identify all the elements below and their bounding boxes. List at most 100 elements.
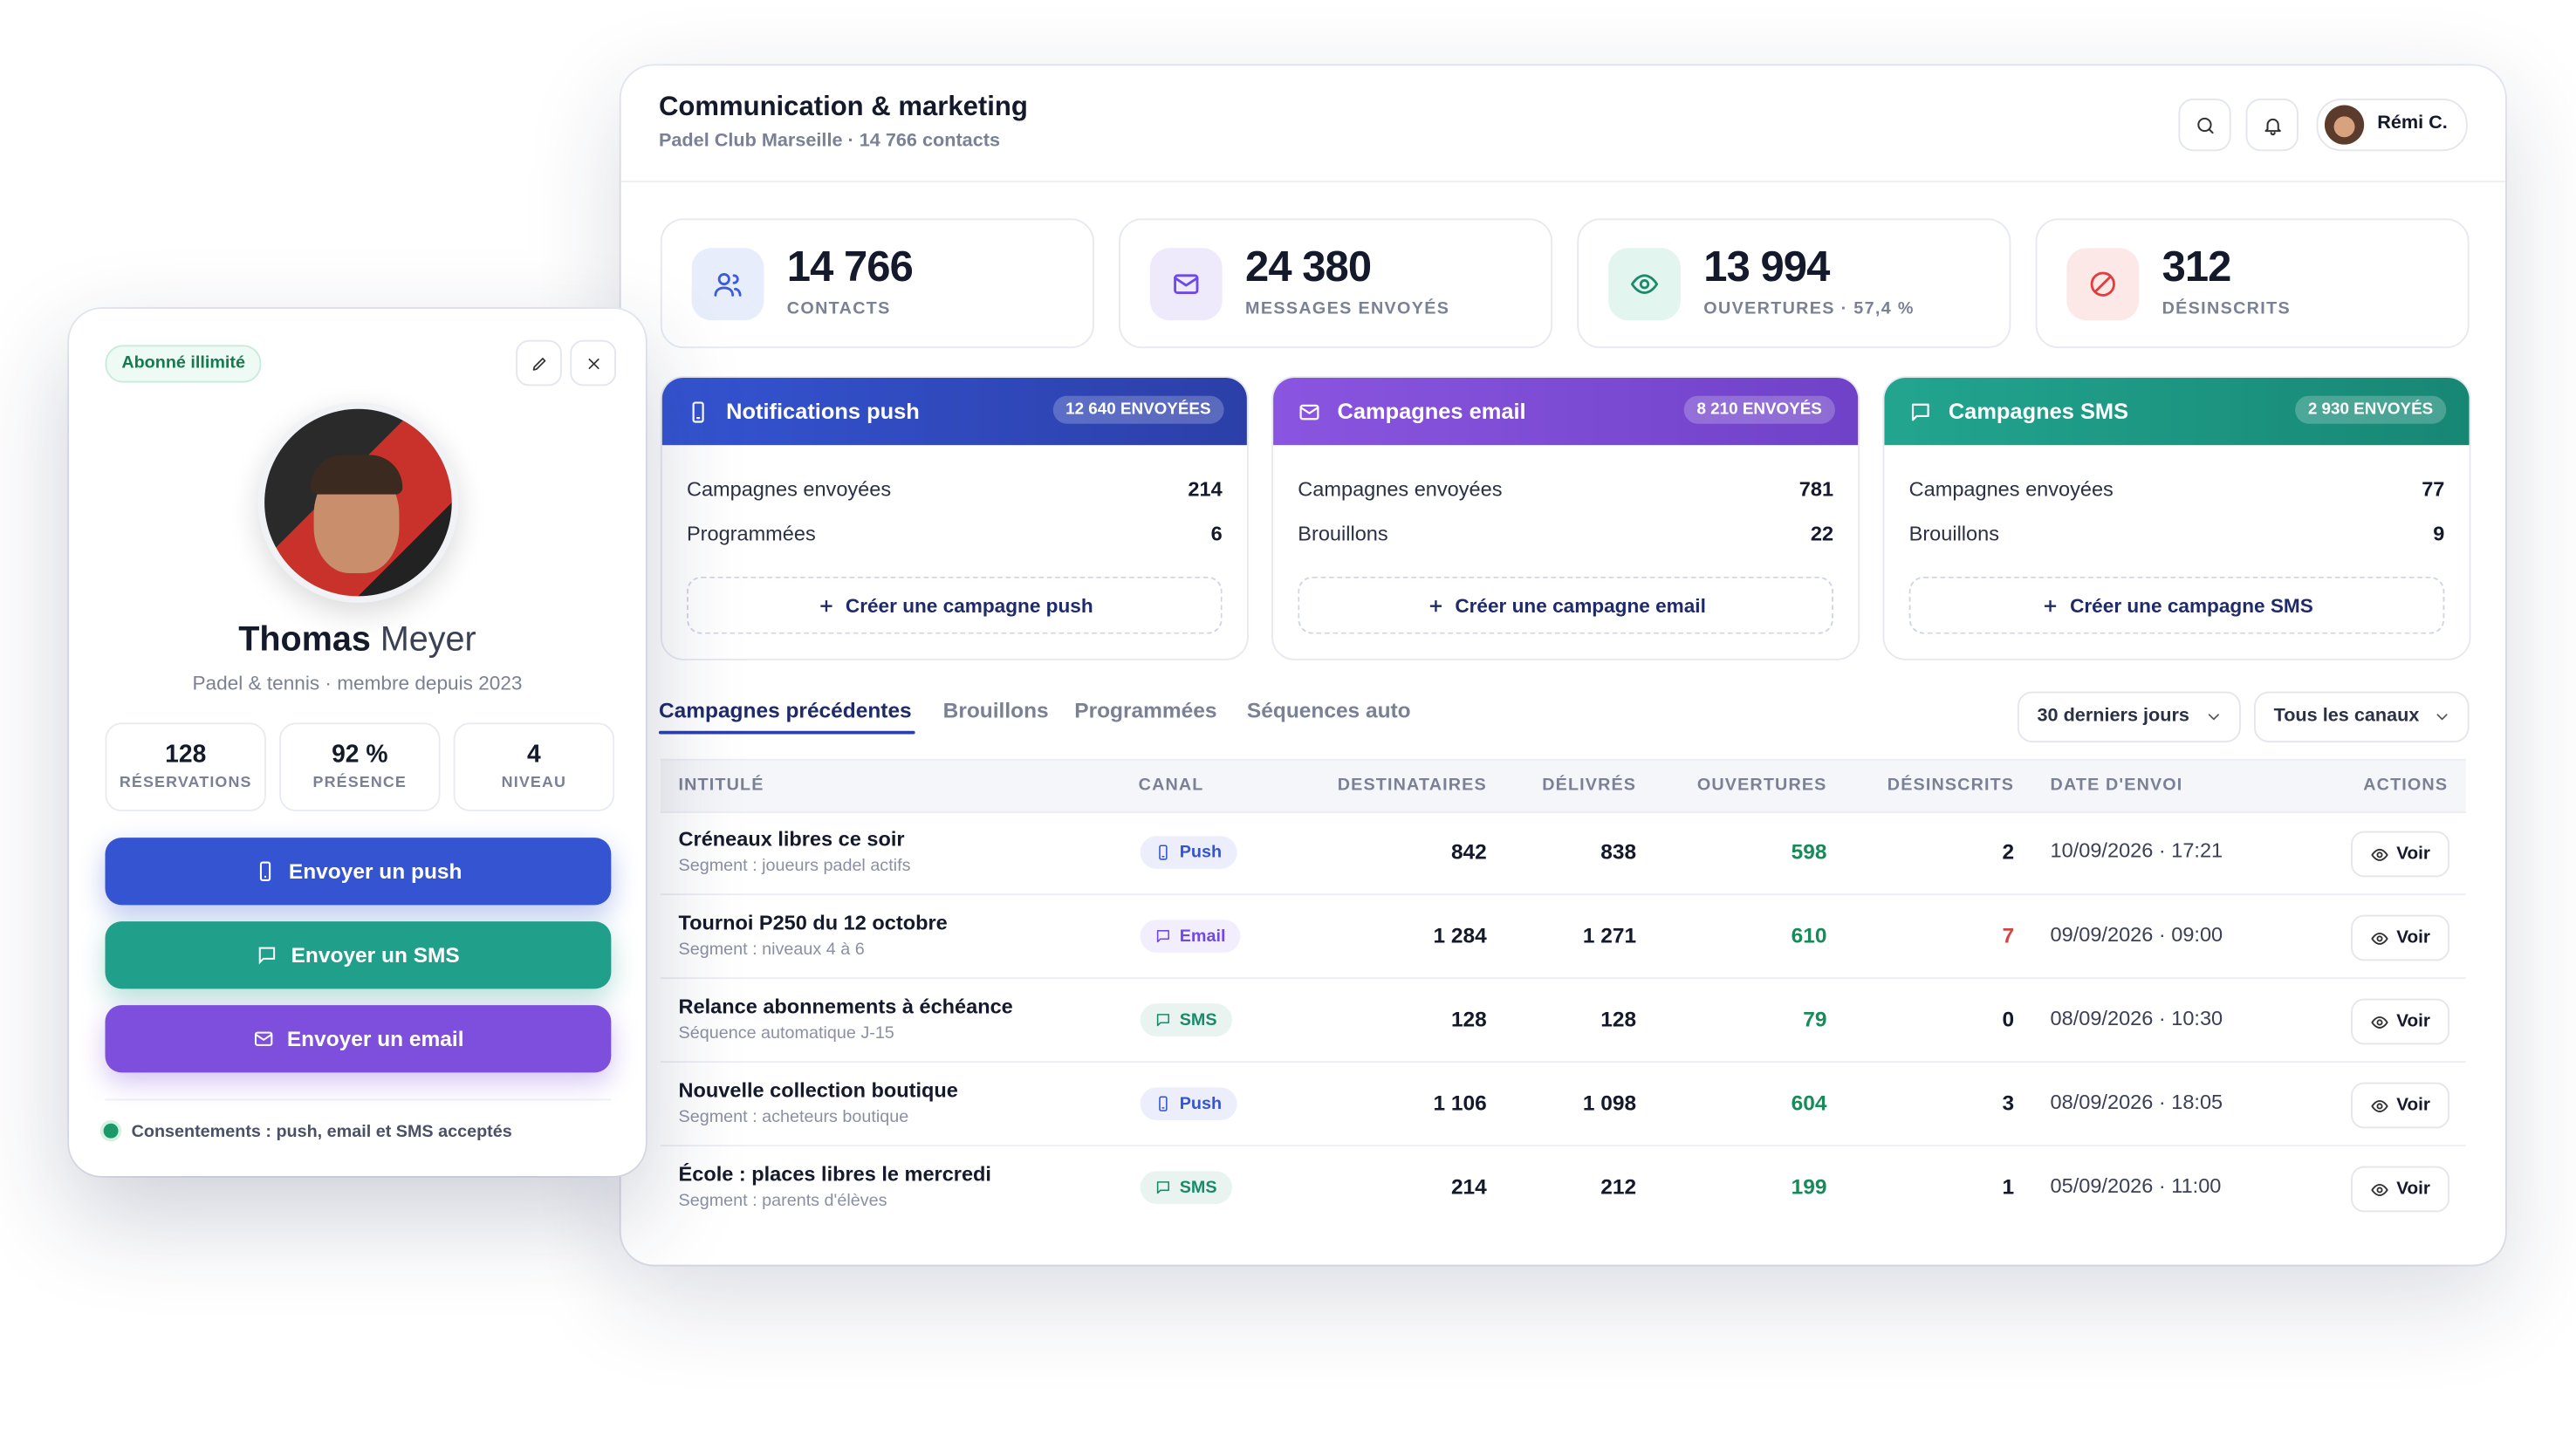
tab[interactable]: Programmées	[1074, 698, 1217, 723]
row-divider	[660, 1061, 2466, 1064]
campaign-segment: Segment : acheteurs boutique	[678, 1106, 909, 1127]
channel-tag: Email	[1140, 920, 1241, 953]
channel-icon	[685, 399, 711, 425]
filter-dropdown[interactable]: Tous les canaux	[2253, 691, 2470, 742]
stat-icon	[1608, 248, 1681, 321]
channel-tag-label: Email	[1179, 926, 1226, 947]
view-label: Voir	[2396, 927, 2430, 948]
send-date: 09/09/2026 · 09:00	[2050, 923, 2223, 947]
tab[interactable]: Séquences auto	[1246, 698, 1411, 723]
delivered: 1 271	[1582, 923, 1637, 948]
tab[interactable]: Campagnes précédentes	[658, 698, 915, 735]
channel-card: Notifications push 12 640 ENVOYÉES Campagn…	[660, 376, 1249, 660]
button-icon	[259, 861, 271, 881]
stat-card: 13 994 OUVERTURES · 57,4 %	[1577, 218, 2011, 349]
plus-icon	[819, 599, 832, 612]
first-name: Thomas	[238, 620, 371, 659]
button-icon	[259, 947, 276, 965]
delivered: 1 098	[1582, 1091, 1637, 1116]
unsubscribed: 7	[2002, 923, 2015, 948]
column-header: DÉSINSCRITS	[1887, 775, 2015, 796]
delivered: 838	[1600, 839, 1637, 865]
channel-tag-icon-glyph	[1156, 1181, 1169, 1194]
eye-icon	[2370, 847, 2388, 860]
channel-metric-label: Campagnes envoyées	[686, 477, 892, 502]
consent-dot	[103, 1123, 119, 1139]
stat-icon-glyph	[1174, 274, 1199, 294]
tab[interactable]: Brouillons	[942, 698, 1049, 723]
column-header: CANAL	[1138, 775, 1204, 796]
filter-label: 30 derniers jours	[2037, 706, 2189, 727]
stat-label: CONTACTS	[786, 298, 891, 319]
profile-stat-label: RÉSERVATIONS	[119, 773, 252, 792]
chevron	[2205, 708, 2223, 726]
user-name: Rémi C.	[2377, 113, 2448, 133]
row-divider	[660, 977, 2466, 980]
view-button[interactable]: Voir	[2351, 998, 2450, 1045]
view-button[interactable]: Voir	[2351, 914, 2450, 961]
view-label: Voir	[2396, 844, 2430, 865]
channel-metric-label: Brouillons	[1908, 522, 1999, 546]
send-button[interactable]: Envoyer un email	[105, 1005, 612, 1073]
profile-stat: 92 % PRÉSENCE	[279, 722, 441, 812]
channel-tag: Push	[1140, 1087, 1237, 1120]
send-button[interactable]: Envoyer un SMS	[105, 921, 612, 989]
channel-metric-value: 781	[1798, 477, 1834, 502]
create-campaign-button[interactable]: Créer une campagne email	[1298, 576, 1834, 634]
close-button[interactable]	[570, 339, 616, 386]
send-button[interactable]: Envoyer un push	[105, 838, 612, 906]
user-menu[interactable]: Rémi C.	[2316, 98, 2468, 152]
user-avatar	[2324, 105, 2365, 145]
filter-dropdown[interactable]: 30 derniers jours	[2017, 691, 2241, 742]
channel-tag-icon	[1155, 928, 1172, 945]
column-header: DÉLIVRÉS	[1542, 775, 1637, 796]
channel-icon	[1296, 399, 1322, 425]
subscription-badge: Abonné illimité	[105, 345, 262, 383]
channel-metric-value: 77	[2422, 477, 2445, 502]
create-campaign-button[interactable]: Créer une campagne SMS	[1908, 576, 2445, 634]
stat-icon-glyph	[1631, 274, 1659, 294]
channel-header: Campagnes SMS 2 930 ENVOYÉS	[1884, 378, 2470, 446]
stat-label: DÉSINSCRITS	[2162, 298, 2291, 319]
unsubscribed: 2	[2002, 839, 2015, 865]
channel-title: Campagnes email	[1337, 399, 1526, 424]
dashboard-panel: Communication & marketing Padel Club Mars…	[620, 65, 2506, 1265]
channel-badge: 12 640 ENVOYÉES	[1052, 395, 1224, 424]
campaign-title: Relance abonnements à échéance	[678, 995, 1013, 1019]
stat-value: 14 766	[786, 241, 914, 291]
opens: 598	[1791, 839, 1827, 865]
chevron-glyph	[2436, 714, 2448, 721]
consent-text: Consentements : push, email et SMS accep…	[131, 1121, 512, 1142]
channel-badge: 8 210 ENVOYÉS	[1683, 395, 1835, 424]
channel-tag-icon	[1155, 1096, 1172, 1112]
tab-underline	[658, 730, 915, 735]
send-date: 08/09/2026 · 10:30	[2050, 1007, 2223, 1030]
unsubscribed: 3	[2002, 1091, 2015, 1116]
campaign-segment: Séquence automatique J-15	[678, 1023, 894, 1043]
row-divider	[660, 893, 2466, 896]
campaign-title: Tournoi P250 du 12 octobre	[678, 911, 948, 935]
stat-card: 24 380 MESSAGES ENVOYÉS	[1119, 218, 1553, 349]
channel-tag-icon	[1155, 845, 1172, 861]
create-campaign-label: Créer une campagne push	[845, 593, 1093, 617]
search-button[interactable]	[2178, 98, 2231, 152]
edit-button[interactable]	[516, 339, 562, 386]
eye-icon	[2370, 1016, 2388, 1028]
opens: 604	[1791, 1091, 1827, 1116]
channel-icon-glyph	[692, 401, 704, 423]
profile-avatar	[257, 402, 459, 603]
profile-subtitle: Padel & tennis · membre depuis 2023	[192, 672, 523, 695]
column-header: DESTINATAIRES	[1337, 775, 1487, 796]
notifications-button[interactable]	[2245, 98, 2299, 152]
stat-label: MESSAGES ENVOYÉS	[1245, 298, 1450, 319]
view-button[interactable]: Voir	[2351, 831, 2450, 878]
view-button[interactable]: Voir	[2351, 1166, 2450, 1213]
unsubscribed: 0	[2002, 1007, 2015, 1032]
stat-label: OUVERTURES · 57,4 %	[1703, 298, 1915, 319]
create-campaign-button[interactable]: Créer une campagne push	[686, 576, 1223, 634]
stat-icon	[1149, 248, 1223, 321]
view-button[interactable]: Voir	[2351, 1082, 2450, 1129]
last-name: Meyer	[380, 620, 476, 659]
